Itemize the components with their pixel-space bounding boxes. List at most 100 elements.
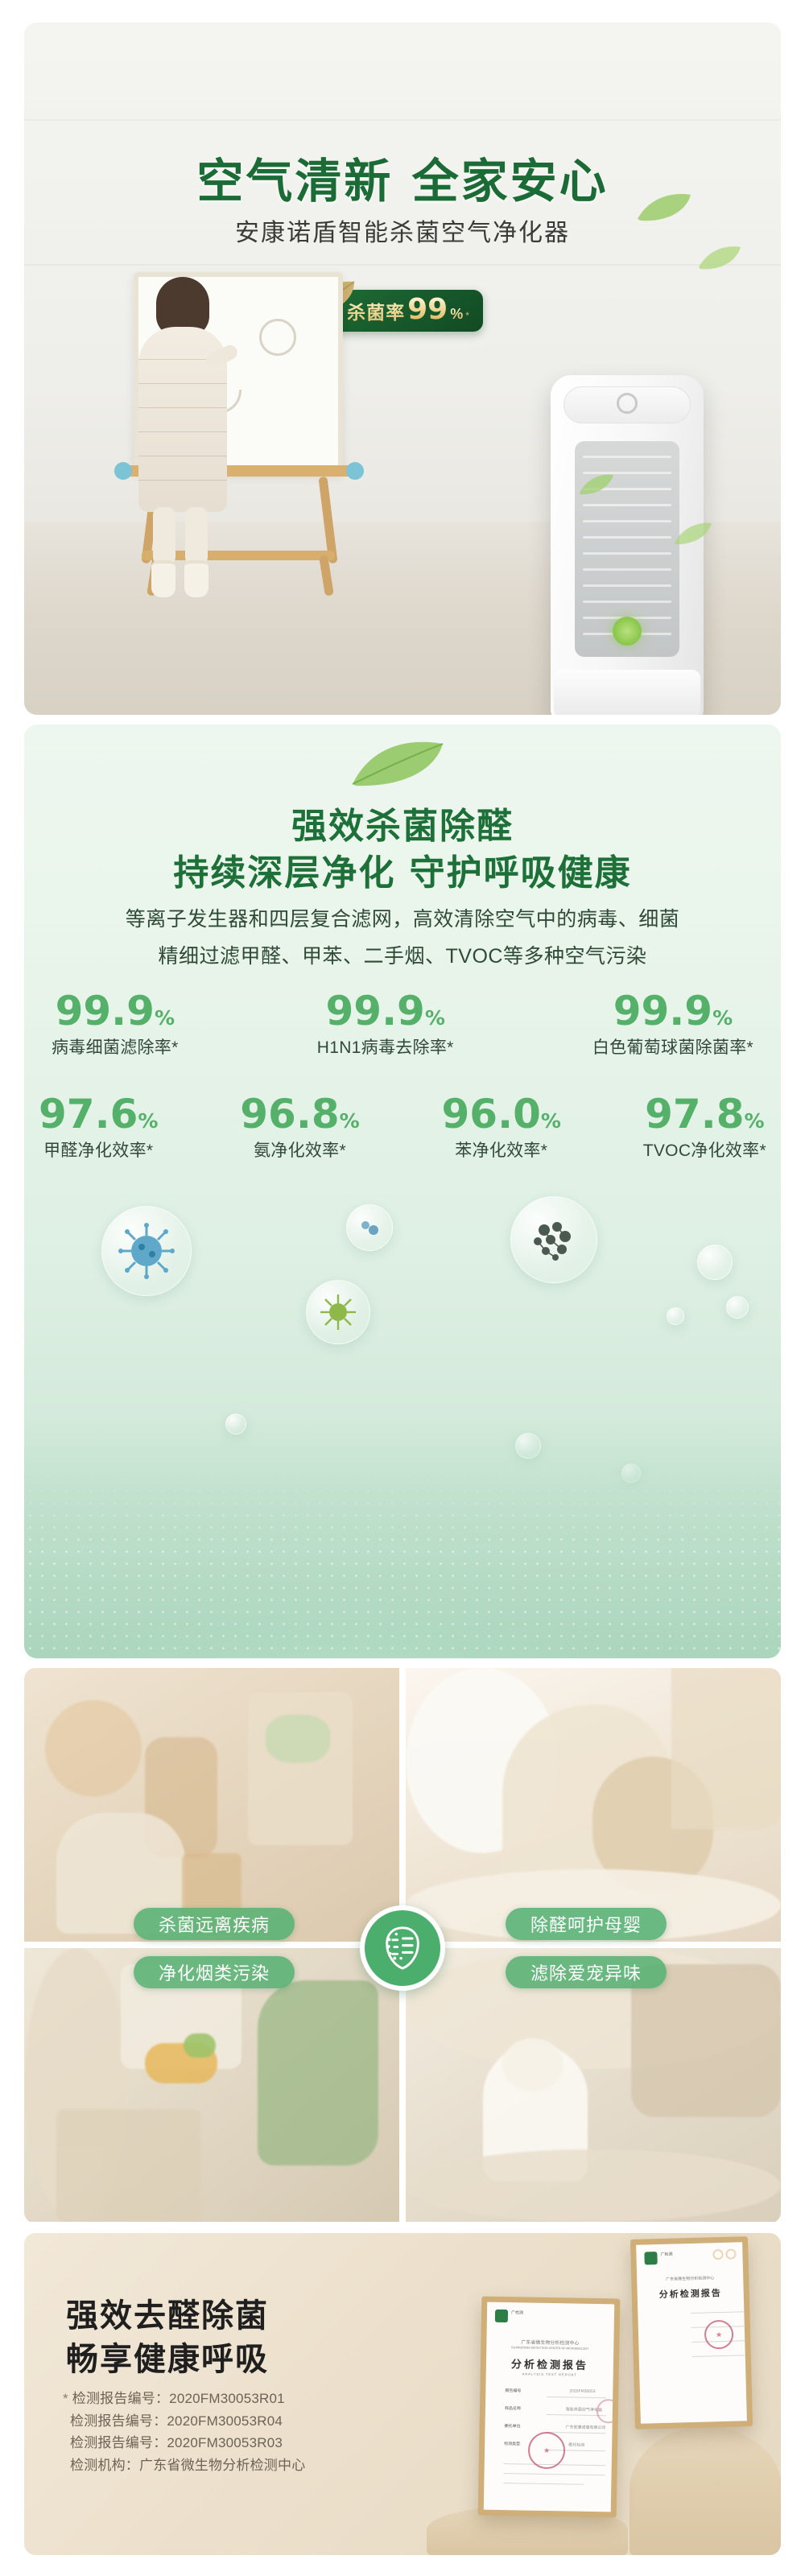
cert-row-value: 广东安康诺盾有限公司: [565, 2425, 606, 2431]
badge-value: 99: [407, 293, 448, 326]
device-status-light: [613, 617, 642, 646]
mesh-landscape: [24, 1417, 781, 1658]
easel-knob-right: [346, 462, 364, 480]
stat-item: 99.9% H1N1病毒去除率*: [317, 990, 454, 1059]
child-figure: [121, 277, 242, 599]
features-headline-1: 强效杀菌除醛: [291, 806, 514, 847]
footnote-star: *: [63, 2391, 68, 2406]
cert-row-label: 样品名称: [504, 2406, 522, 2412]
footnote-list: * 检测报告编号：2020FM30053R01 检测报告编号：2020FM300…: [63, 2388, 305, 2476]
footnote-text: 检测报告编号：2020FM30053R04: [70, 2413, 283, 2429]
stat-value: 97.6: [39, 1091, 138, 1137]
stat-item: 97.8% TVOC净化效率*: [643, 1093, 766, 1162]
certificate-front: 广检测 广东省微生物分析检测中心 GUANGDONG DETECTION CEN…: [477, 2296, 621, 2518]
footnote-row: * 检测报告编号：2020FM30053R01: [63, 2388, 305, 2410]
stat-unit: %: [154, 1006, 175, 1030]
child-hair: [156, 277, 209, 336]
certificate-back-heading: 分析检测报告: [658, 2288, 722, 2301]
stat-value: 99.9: [55, 988, 155, 1034]
device-base: [554, 670, 700, 715]
certification-section: 强效去醛除菌 畅享健康呼吸 * 检测报告编号：2020FM30053R01 检测…: [24, 2233, 781, 2555]
mesh-dot-pattern: [24, 1473, 781, 1658]
device-power-ring-icon: [617, 393, 638, 414]
footnote-text: 检测报告编号：2020FM30053R01: [72, 2391, 285, 2406]
virus-icon: [118, 1223, 175, 1279]
features-desc-1: 等离子发生器和四层复合滤网，高效清除空气中的病毒、细菌: [125, 908, 680, 931]
features-section: 强效杀菌除醛 持续深层净化 守护呼吸健康 等离子发生器和四层复合滤网，高效清除空…: [24, 724, 781, 1658]
scene-photo-kitchen-smoke: [24, 1948, 399, 2222]
pedestal-back: [630, 2426, 781, 2555]
lab-logo-icon: [494, 2309, 509, 2323]
bubble-virus: [101, 1206, 192, 1296]
stat-value: 97.8: [645, 1091, 745, 1137]
cert-title-1: 强效去醛除菌: [66, 2297, 269, 2334]
stat-label: TVOC净化效率*: [642, 1141, 766, 1160]
decor-leaf-icon: [352, 741, 444, 786]
badge-label: 杀菌率: [347, 297, 405, 324]
scene-photo-child-room: [24, 1668, 399, 1942]
certificate-front-heading: 分析检测报告: [510, 2358, 589, 2372]
purify-emblem: [360, 1905, 445, 1991]
scene-label-2: 净化烟类污染: [134, 1956, 295, 1988]
certificate-front-paper: 广检测 广东省微生物分析检测中心 GUANGDONG DETECTION CEN…: [483, 2301, 615, 2512]
product-name: 安康诺盾智能杀菌空气净化器: [235, 220, 570, 246]
features-headline-2: 持续深层净化 守护呼吸健康: [173, 852, 632, 894]
stat-unit: %: [424, 1006, 445, 1030]
footnote-row: 检测报告编号：2020FM30053R04: [63, 2410, 305, 2433]
lab-logo-text: 广检测: [510, 2310, 524, 2316]
accreditation-seal-icon: [712, 2248, 724, 2260]
stat-item: 99.9% 病毒细菌滤除率*: [52, 990, 179, 1059]
scene-photo-pregnancy: [406, 1668, 781, 1942]
certificate-back-org: 广东省微生物分析检测中心: [666, 2276, 715, 2282]
dust-icon: [361, 1221, 378, 1235]
bubble-tiny: [697, 1245, 733, 1280]
mold-spore-icon: [534, 1222, 571, 1261]
stat-item: 97.6% 甲醛净化效率*: [39, 1093, 158, 1162]
stat-unit: %: [540, 1109, 561, 1133]
stat-value: 99.9: [613, 988, 713, 1034]
cert-row-label: 检测类型: [504, 2442, 521, 2447]
scene-photo-pet: [406, 1948, 781, 2222]
stat-unit: %: [138, 1109, 159, 1133]
cert-row-label: 委托单位: [504, 2424, 521, 2429]
scene-label-3: 滤除爱宠异味: [506, 1956, 667, 1988]
stat-value: 99.9: [325, 988, 425, 1034]
badge-footnote-star: *: [465, 310, 469, 321]
cert-row-label: 报告编号: [505, 2388, 522, 2394]
stat-label: 病毒细菌滤除率*: [52, 1038, 179, 1057]
air-purifier-device: [551, 375, 704, 715]
accreditation-seal-icon: [725, 2248, 737, 2260]
stat-label: 苯净化效率*: [455, 1141, 548, 1160]
stat-label: 甲醛净化效率*: [43, 1141, 154, 1160]
bubble-tiny: [667, 1307, 684, 1325]
footnote-row: 检测机构：广东省微生物分析检测中心: [63, 2454, 305, 2477]
stat-value: 96.0: [441, 1091, 541, 1137]
cert-title-2: 畅享健康呼吸: [66, 2341, 269, 2378]
footnote-row: 检测报告编号：2020FM30053R03: [63, 2432, 305, 2454]
stat-unit: %: [744, 1109, 765, 1133]
scene-label-1: 除醛呵护母婴: [506, 1908, 667, 1940]
footnote-text: 检测报告编号：2020FM30053R03: [70, 2435, 283, 2451]
badge-percent: %: [450, 306, 464, 322]
stat-item: 99.9% 白色葡萄球菌除菌率*: [592, 990, 753, 1059]
cert-row-value: 委托检测: [568, 2442, 585, 2448]
scene-label-0: 杀菌远离疾病: [134, 1908, 295, 1940]
stat-item: 96.0% 苯净化效率*: [442, 1093, 561, 1162]
features-desc-2: 精细过滤甲醛、甲苯、二手烟、TVOC等多种空气污染: [158, 945, 647, 968]
stat-label: 氨净化效率*: [253, 1141, 346, 1160]
bubble-tiny: [726, 1296, 749, 1319]
lab-logo-text: 广检测: [660, 2252, 673, 2257]
certificate-back-paper: 广检测 广东省微生物分析检测中心 分析检测报告 ★: [636, 2242, 747, 2424]
stat-unit: %: [712, 1006, 733, 1030]
stats-row-primary: 99.9% 病毒细菌滤除率* 99.9% H1N1病毒去除率* 99.9% 白色…: [52, 990, 753, 1059]
stat-value: 96.8: [240, 1091, 340, 1137]
stat-unit: %: [339, 1109, 360, 1133]
air-purify-icon: [386, 1926, 419, 1970]
stat-item: 96.8% 氨净化效率*: [240, 1093, 359, 1162]
easel-knob-left: [114, 462, 132, 480]
cert-row-value: 2020FM30053: [569, 2388, 596, 2395]
page-title: 空气清新 全家安心: [196, 154, 609, 208]
lab-logo-icon: [644, 2252, 658, 2265]
usage-scenes-grid: 杀菌远离疾病 除醛呵护母婴 净化烟类污染 滤除爱宠异味: [24, 1668, 781, 2223]
certificate-back: 广检测 广东省微生物分析检测中心 分析检测报告 ★: [630, 2236, 753, 2429]
